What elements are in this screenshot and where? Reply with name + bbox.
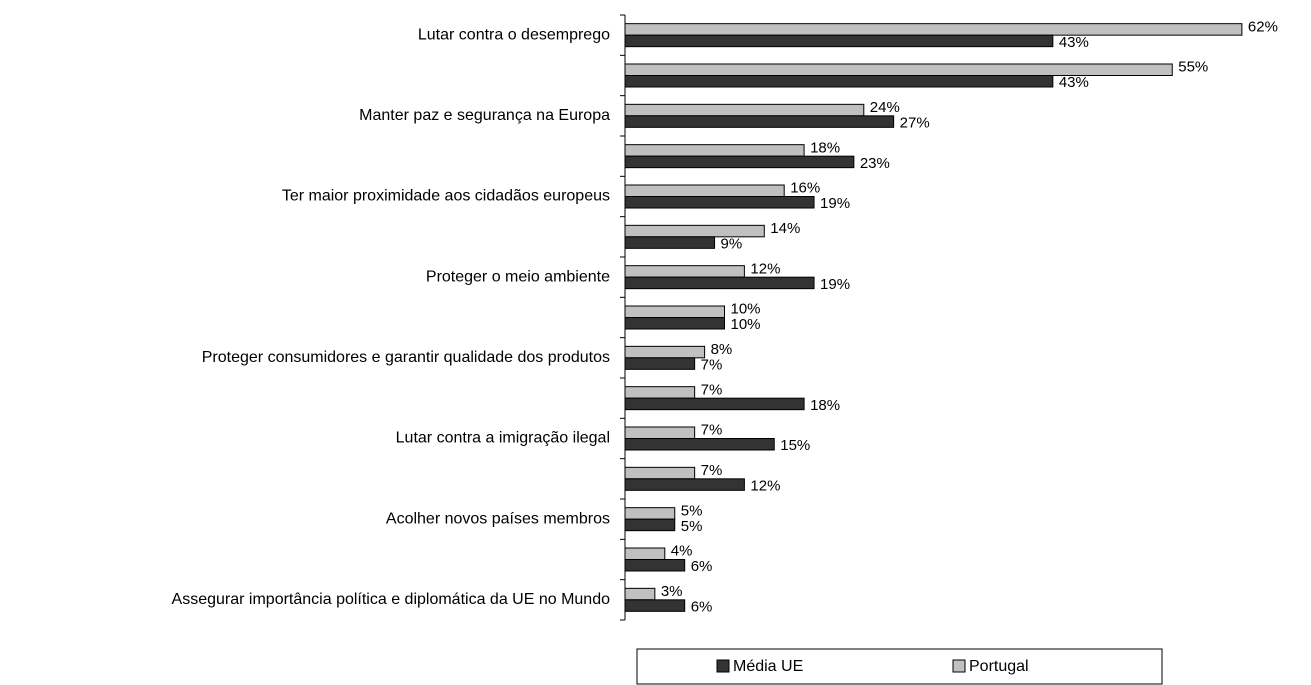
legend-box — [636, 648, 1163, 685]
bar — [624, 345, 706, 359]
bar — [624, 236, 716, 249]
value-label: 55% — [1178, 59, 1208, 76]
bar — [624, 547, 666, 560]
y-tick-label: Lutar contra o desemprego — [418, 26, 610, 43]
bar — [624, 466, 696, 480]
bar — [624, 426, 696, 439]
legend-swatch — [716, 659, 730, 673]
value-label: 7% — [701, 462, 723, 479]
value-label: 24% — [870, 99, 900, 116]
bar — [624, 115, 895, 128]
value-label: 14% — [770, 220, 800, 237]
value-label: 7% — [701, 381, 723, 398]
bar — [624, 265, 745, 278]
value-label: 16% — [790, 180, 820, 197]
bar — [624, 144, 805, 157]
legend-label: Portugal — [969, 658, 1029, 675]
value-label: 43% — [1059, 74, 1089, 91]
value-label: 19% — [820, 276, 850, 293]
value-label: 18% — [810, 139, 840, 156]
y-tick-label: Manter paz e segurança na Europa — [359, 107, 610, 124]
value-label: 62% — [1248, 18, 1278, 35]
value-label: 5% — [681, 518, 703, 535]
legend-swatch — [952, 659, 966, 673]
value-label: 7% — [701, 357, 723, 374]
legend-label: Média UE — [733, 658, 803, 675]
value-label: 43% — [1059, 34, 1089, 51]
value-label: 15% — [780, 437, 810, 454]
y-tick-label: Acolher novos países membros — [386, 510, 610, 527]
value-label: 10% — [731, 301, 761, 318]
bar — [624, 305, 725, 318]
bar — [624, 75, 1054, 88]
bar — [624, 599, 686, 612]
y-tick-label: Lutar contra a imigração ilegal — [396, 430, 610, 447]
value-label: 19% — [820, 195, 850, 212]
bar — [624, 438, 775, 451]
y-tick-label: Proteger consumidores e garantir qualida… — [202, 349, 610, 366]
value-label: 9% — [721, 236, 743, 253]
bar — [624, 518, 676, 532]
value-label: 8% — [711, 341, 733, 358]
value-label: 3% — [661, 583, 683, 600]
bar — [624, 276, 815, 290]
bar — [624, 34, 1054, 48]
value-label: 7% — [701, 422, 723, 439]
bar — [624, 155, 855, 169]
value-label: 23% — [860, 155, 890, 172]
bar — [624, 357, 696, 370]
value-label: 12% — [750, 478, 780, 495]
bar — [624, 587, 656, 601]
bar — [624, 63, 1173, 76]
value-label: 5% — [681, 502, 703, 519]
bar — [624, 196, 815, 209]
value-label: 27% — [900, 115, 930, 132]
y-tick-label: Proteger o meio ambiente — [426, 268, 610, 285]
bar — [624, 184, 785, 197]
bar — [624, 103, 865, 117]
bar — [624, 478, 745, 491]
bar — [624, 397, 805, 411]
y-tick-label: Ter maior proximidade aos cidadãos europ… — [282, 188, 610, 205]
value-label: 18% — [810, 397, 840, 414]
bar — [624, 559, 686, 572]
bar — [624, 23, 1243, 36]
value-label: 4% — [671, 543, 693, 560]
y-tick-label: Assegurar importância política e diplomá… — [172, 591, 611, 608]
value-label: 6% — [691, 558, 713, 575]
value-label: 6% — [691, 599, 713, 616]
bar — [624, 224, 765, 238]
bar — [624, 317, 725, 330]
value-label: 10% — [731, 316, 761, 333]
bar — [624, 507, 676, 520]
value-label: 12% — [750, 260, 780, 277]
bar — [624, 386, 696, 399]
